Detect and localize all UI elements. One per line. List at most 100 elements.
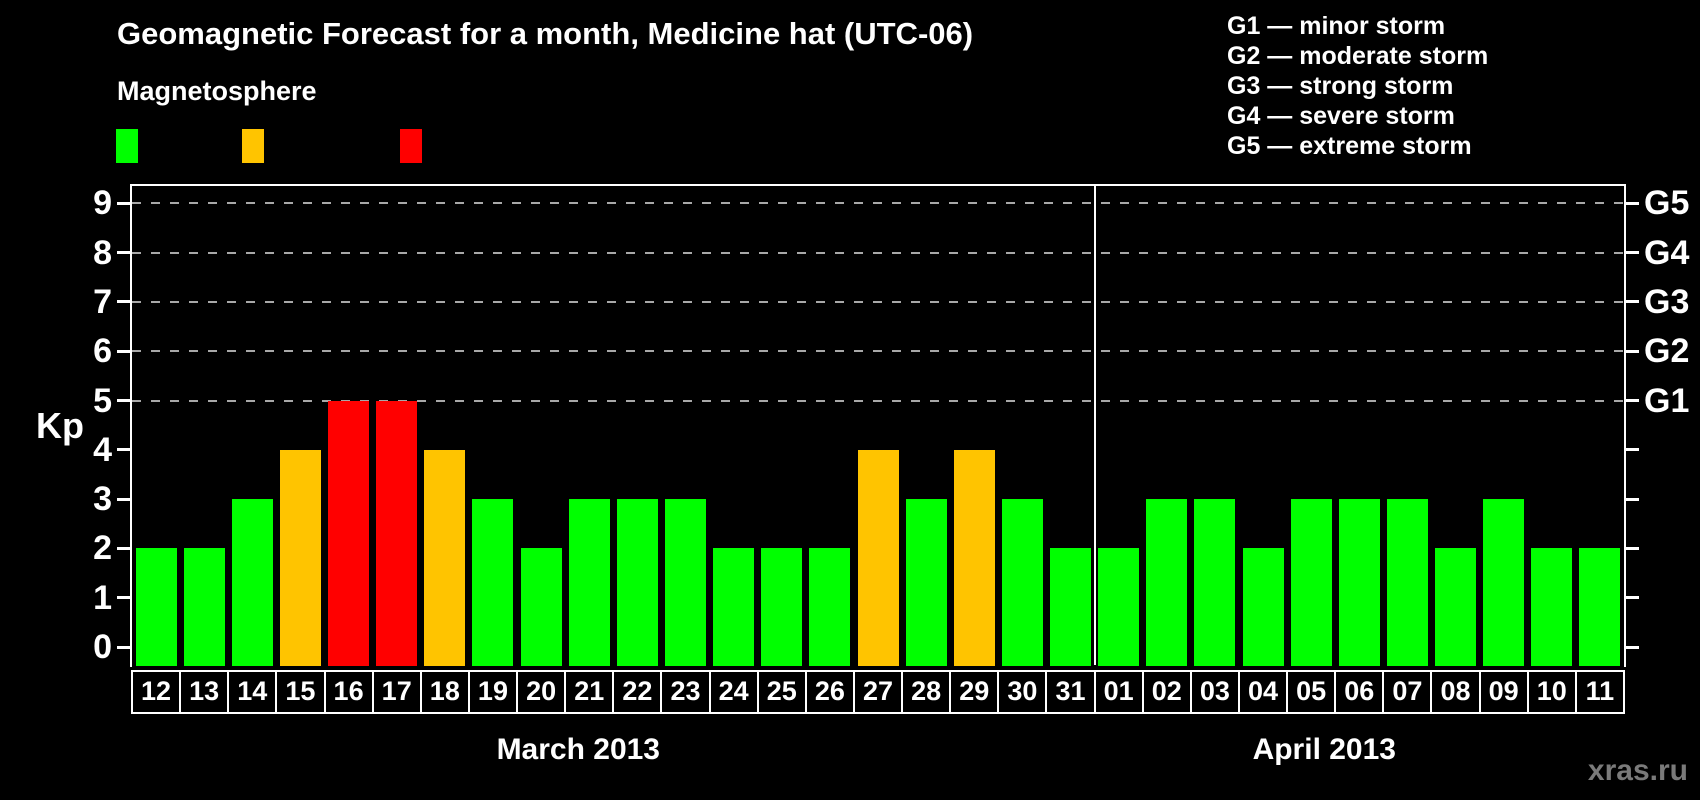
- y-axis-label: 8: [93, 233, 112, 272]
- y-axis-title: Kp: [36, 405, 84, 446]
- day-label: 12: [131, 670, 182, 714]
- gridline: [132, 300, 1624, 303]
- y-axis-label: 3: [93, 480, 112, 519]
- kp-bar: [1098, 548, 1140, 666]
- kp-bar: [1338, 499, 1380, 666]
- day-label: 22: [612, 670, 663, 714]
- day-label: 14: [227, 670, 278, 714]
- y-axis-tick: [117, 596, 130, 600]
- g-legend-item: G2 — moderate storm: [1227, 42, 1489, 70]
- kp-bar: [1194, 499, 1236, 666]
- right-axis-tick: [1626, 251, 1639, 255]
- right-axis-tick: [1626, 201, 1639, 205]
- kp-bar: [1435, 548, 1477, 666]
- month-separator-line: [1093, 186, 1096, 665]
- kp-bar: [713, 548, 755, 666]
- day-label: 29: [949, 670, 1000, 714]
- kp-bar: [761, 548, 803, 666]
- day-label: 13: [179, 670, 230, 714]
- kp-bar: [328, 400, 370, 666]
- day-label: 19: [467, 670, 519, 714]
- g-legend-item: G3 — strong storm: [1227, 72, 1454, 100]
- y-axis-tick: [117, 300, 130, 304]
- right-axis-tick: [1626, 399, 1639, 402]
- y-axis-tick: [117, 546, 130, 550]
- y-axis-label: 6: [93, 332, 112, 371]
- y-axis-label: 5: [93, 381, 112, 420]
- g-scale-legend: G1 — minor storm G2 — moderate storm G3 — …: [1227, 11, 1488, 161]
- day-label: 15: [275, 670, 326, 714]
- kp-bar: [616, 499, 658, 666]
- g-legend-item: G1 — minor storm: [1227, 12, 1446, 40]
- day-label: 09: [1478, 670, 1529, 714]
- kp-bar: [135, 548, 177, 666]
- y-axis-tick: [117, 645, 130, 649]
- day-label: 20: [516, 670, 567, 714]
- y-axis-label: 2: [93, 529, 112, 568]
- kp-bar: [424, 449, 466, 666]
- kp-bar: [279, 449, 321, 666]
- y-axis-label: 7: [93, 282, 112, 321]
- day-label: 30: [997, 670, 1048, 714]
- kp-bar: [520, 548, 562, 666]
- kp-bar: [183, 548, 225, 666]
- quiet-legend-swatch: [116, 129, 138, 163]
- g-axis-label: G3: [1644, 282, 1690, 321]
- g-axis-label: G1: [1644, 381, 1690, 420]
- watermark: xras.ru: [1587, 754, 1688, 787]
- day-label: 28: [901, 670, 952, 714]
- kp-bar: [905, 499, 947, 666]
- right-axis-tick: [1626, 448, 1639, 452]
- kp-bar: [1001, 499, 1043, 666]
- chart-title: Geomagnetic Forecast for a month, Medici…: [117, 16, 974, 51]
- y-axis-tick: [117, 201, 130, 205]
- day-label: 04: [1237, 670, 1289, 714]
- day-label: 07: [1382, 670, 1433, 714]
- g-axis-label: G5: [1644, 184, 1690, 223]
- gridline: [132, 202, 1624, 205]
- day-label: 27: [852, 670, 904, 714]
- day-label: 21: [564, 670, 615, 714]
- day-label: 08: [1430, 670, 1481, 714]
- day-label: 31: [1045, 670, 1096, 714]
- y-axis-tick: [117, 349, 130, 353]
- gridline: [132, 350, 1624, 353]
- kp-bar: [1146, 499, 1188, 666]
- kp-bar: [231, 499, 273, 666]
- g-legend-item: G5 — extreme storm: [1227, 132, 1472, 160]
- day-label: 26: [804, 670, 855, 714]
- y-axis-tick: [117, 399, 130, 402]
- right-axis-tick: [1626, 546, 1639, 550]
- gridline: [132, 251, 1624, 254]
- right-axis-tick: [1626, 300, 1639, 304]
- y-axis-label: 4: [93, 430, 112, 469]
- kp-bar: [1386, 499, 1428, 666]
- magnetosphere-legend-title: Magnetosphere: [117, 76, 317, 106]
- right-axis-tick: [1626, 497, 1639, 501]
- kp-bar: [1579, 548, 1621, 666]
- y-axis-tick: [117, 448, 130, 452]
- gridline: [132, 399, 1624, 402]
- day-label: 02: [1141, 670, 1192, 714]
- day-label: 24: [708, 670, 759, 714]
- y-axis-label: 9: [93, 184, 112, 223]
- day-label: 06: [1334, 670, 1385, 714]
- kp-bar: [376, 400, 418, 666]
- day-label: 10: [1526, 670, 1577, 714]
- right-axis-tick: [1626, 349, 1639, 353]
- kp-bar: [1242, 548, 1284, 666]
- month-label: March 2013: [496, 733, 660, 766]
- kp-bar: [809, 548, 851, 666]
- y-axis-label: 0: [93, 628, 112, 666]
- kp-bar: [472, 499, 514, 666]
- kp-bar: [1290, 499, 1332, 666]
- day-label: 03: [1189, 670, 1240, 714]
- day-label: 18: [419, 670, 470, 714]
- day-label: 25: [756, 670, 807, 714]
- month-label: April 2013: [1252, 733, 1396, 766]
- kp-bar: [857, 449, 899, 666]
- right-axis-tick: [1626, 645, 1639, 649]
- g-axis-label: G4: [1644, 233, 1690, 272]
- day-label: 01: [1093, 670, 1144, 714]
- y-axis-label: 1: [93, 578, 112, 617]
